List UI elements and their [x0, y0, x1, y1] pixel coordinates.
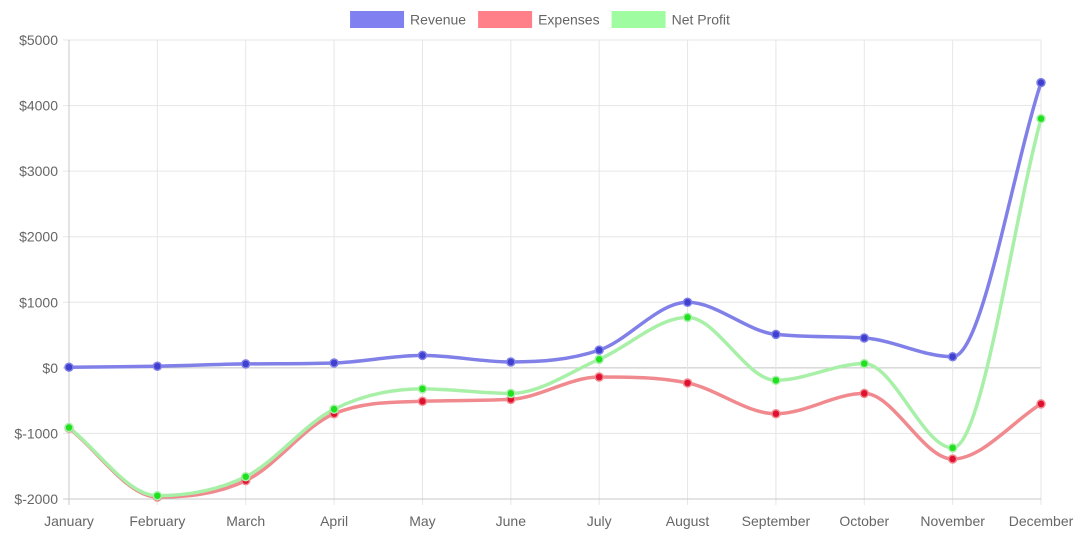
y-tick-label: $0 — [42, 360, 58, 376]
data-point-net-profit[interactable] — [859, 358, 870, 369]
series-line-revenue — [67, 80, 1043, 369]
data-point-expenses[interactable] — [682, 378, 693, 388]
data-point-net-profit[interactable] — [417, 384, 428, 394]
data-point-revenue[interactable] — [1036, 77, 1046, 88]
legend-item-net-profit[interactable]: Net Profit — [611, 11, 730, 28]
data-point-net-profit[interactable] — [329, 404, 339, 414]
legend-label-net-profit[interactable]: Net Profit — [672, 12, 730, 28]
x-tick-label: January — [44, 513, 94, 529]
y-tick-label: $4000 — [19, 98, 58, 114]
data-points — [64, 77, 1046, 502]
data-point-revenue[interactable] — [594, 345, 604, 355]
data-point-revenue[interactable] — [152, 361, 163, 371]
data-point-net-profit[interactable] — [594, 354, 604, 365]
y-tick-label: $3000 — [19, 163, 58, 179]
y-tick-label: $5000 — [19, 32, 58, 48]
data-point-revenue[interactable] — [329, 358, 339, 368]
x-tick-label: October — [839, 513, 889, 529]
legend-item-revenue[interactable]: Revenue — [350, 11, 466, 28]
data-point-expenses[interactable] — [947, 454, 958, 464]
x-tick-label: July — [587, 513, 612, 529]
data-point-revenue[interactable] — [417, 350, 428, 361]
y-tick-label: $2000 — [19, 229, 58, 245]
data-point-revenue[interactable] — [771, 329, 781, 340]
x-tick-label: April — [320, 513, 348, 529]
x-tick-label: December — [1009, 513, 1074, 529]
data-point-revenue[interactable] — [506, 357, 516, 367]
y-tick-label: $1000 — [19, 294, 58, 310]
series-line-net-profit — [67, 116, 1043, 498]
legend-swatch-expenses[interactable] — [478, 11, 533, 28]
legend-swatch-revenue[interactable] — [350, 11, 405, 28]
data-point-expenses[interactable] — [1036, 399, 1046, 409]
series-line-expenses — [67, 375, 1043, 499]
data-point-expenses[interactable] — [417, 396, 428, 407]
y-tick-label: $-1000 — [14, 425, 58, 441]
data-point-revenue[interactable] — [240, 359, 251, 369]
data-point-net-profit[interactable] — [771, 375, 781, 386]
x-tick-label: March — [226, 513, 265, 529]
x-tick-label: February — [129, 513, 185, 529]
data-point-expenses[interactable] — [859, 388, 870, 399]
x-tick-label: November — [920, 513, 985, 529]
data-point-net-profit[interactable] — [152, 490, 163, 501]
grid — [63, 39, 1042, 505]
data-point-net-profit[interactable] — [947, 443, 958, 453]
x-tick-label: June — [496, 513, 527, 529]
legend-label-expenses[interactable]: Expenses — [538, 12, 599, 28]
x-tick-label: September — [742, 513, 811, 529]
legend-item-expenses[interactable]: Expenses — [478, 11, 600, 28]
x-tick-label: August — [666, 513, 710, 529]
data-point-revenue[interactable] — [682, 297, 693, 308]
data-point-expenses[interactable] — [771, 409, 781, 419]
data-point-net-profit[interactable] — [506, 388, 516, 399]
data-point-net-profit[interactable] — [240, 471, 251, 482]
legend[interactable]: Revenue Expenses Net Profit — [350, 11, 730, 28]
axes: $5000 $4000 $3000 $2000 $1000 $0 $-1000 $-2000 J… — [14, 32, 1073, 529]
data-point-revenue[interactable] — [947, 351, 958, 362]
data-point-net-profit[interactable] — [64, 422, 74, 433]
data-point-revenue[interactable] — [859, 333, 870, 343]
series-lines — [67, 80, 1043, 499]
data-point-net-profit[interactable] — [1036, 113, 1046, 124]
y-tick-label: $-2000 — [14, 491, 58, 507]
data-point-expenses[interactable] — [594, 372, 604, 382]
legend-label-revenue[interactable]: Revenue — [410, 12, 466, 28]
x-tick-label: May — [409, 513, 435, 529]
legend-swatch-net-profit[interactable] — [611, 11, 666, 28]
data-point-net-profit[interactable] — [682, 312, 693, 323]
data-point-revenue[interactable] — [64, 362, 74, 372]
